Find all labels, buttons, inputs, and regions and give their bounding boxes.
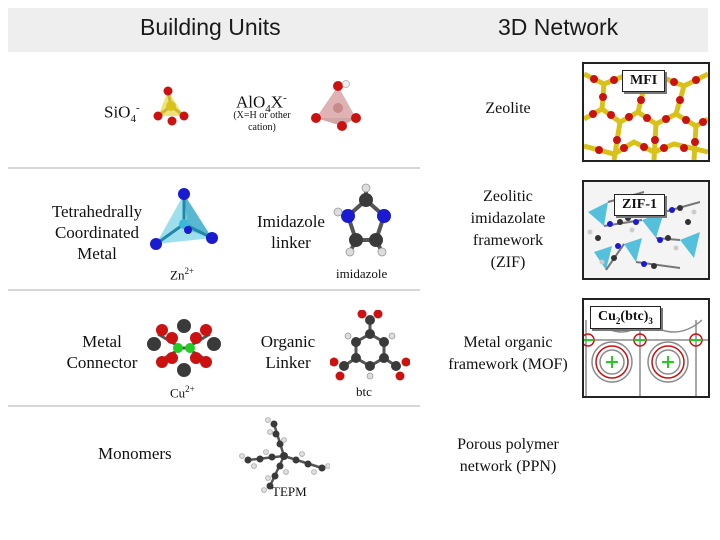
monomers-label: Monomers (98, 444, 172, 463)
metal-connector-label: Metal Connector (66, 332, 138, 372)
tepm-caption: TEPM (272, 484, 307, 499)
zif-network-label: Zeolitic imidazolate framework (ZIF) (470, 188, 546, 271)
alo4x-label: AlO4X- (236, 92, 287, 116)
sio4-label: SiO4- (104, 102, 140, 126)
organic-linker-label: Organic Linker (260, 332, 316, 372)
cu-caption: Cu2+ (170, 384, 195, 401)
alo4x-molecule-image (311, 80, 361, 131)
btc-caption: btc (356, 384, 372, 399)
alo4x-note: (X=H or other cation) (233, 110, 291, 133)
imidazole-linker-label: Imidazole linker (257, 212, 325, 252)
imidazole-caption: imidazole (336, 266, 388, 281)
zn-caption: Zn2+ (170, 266, 195, 283)
ppn-network-label: Porous polymer network (PPN) (457, 436, 559, 475)
header-bar (8, 8, 708, 52)
tepm-molecule-image (239, 417, 330, 493)
zn-tetrahedron-image (150, 188, 218, 250)
mof-network-label: Metal organic framework (MOF) (448, 334, 568, 373)
cu-btc-label: Cu2(btc)3 (590, 306, 661, 329)
mfi-structure-image: MFI (582, 62, 710, 162)
zif1-structure-image: ZIF-1 (582, 180, 710, 280)
cu-btc-structure-image: Cu2(btc)3 (582, 298, 710, 398)
cu-paddlewheel-image (147, 319, 221, 377)
row-separator-2 (8, 289, 420, 291)
sio4-molecule-image (153, 86, 189, 126)
network-title: 3D Network (498, 14, 619, 40)
row-separator-3 (8, 405, 420, 407)
building-units-title: Building Units (140, 14, 281, 40)
btc-molecule-image (330, 310, 410, 381)
zeolite-network-label: Zeolite (485, 100, 531, 117)
imidazole-molecule-image (333, 183, 391, 257)
tetrahedral-metal-label: Tetrahedrally Coordinated Metal (51, 202, 143, 263)
zif1-label: ZIF-1 (614, 194, 665, 216)
mfi-label: MFI (622, 70, 666, 92)
row-separator-1 (8, 167, 420, 169)
